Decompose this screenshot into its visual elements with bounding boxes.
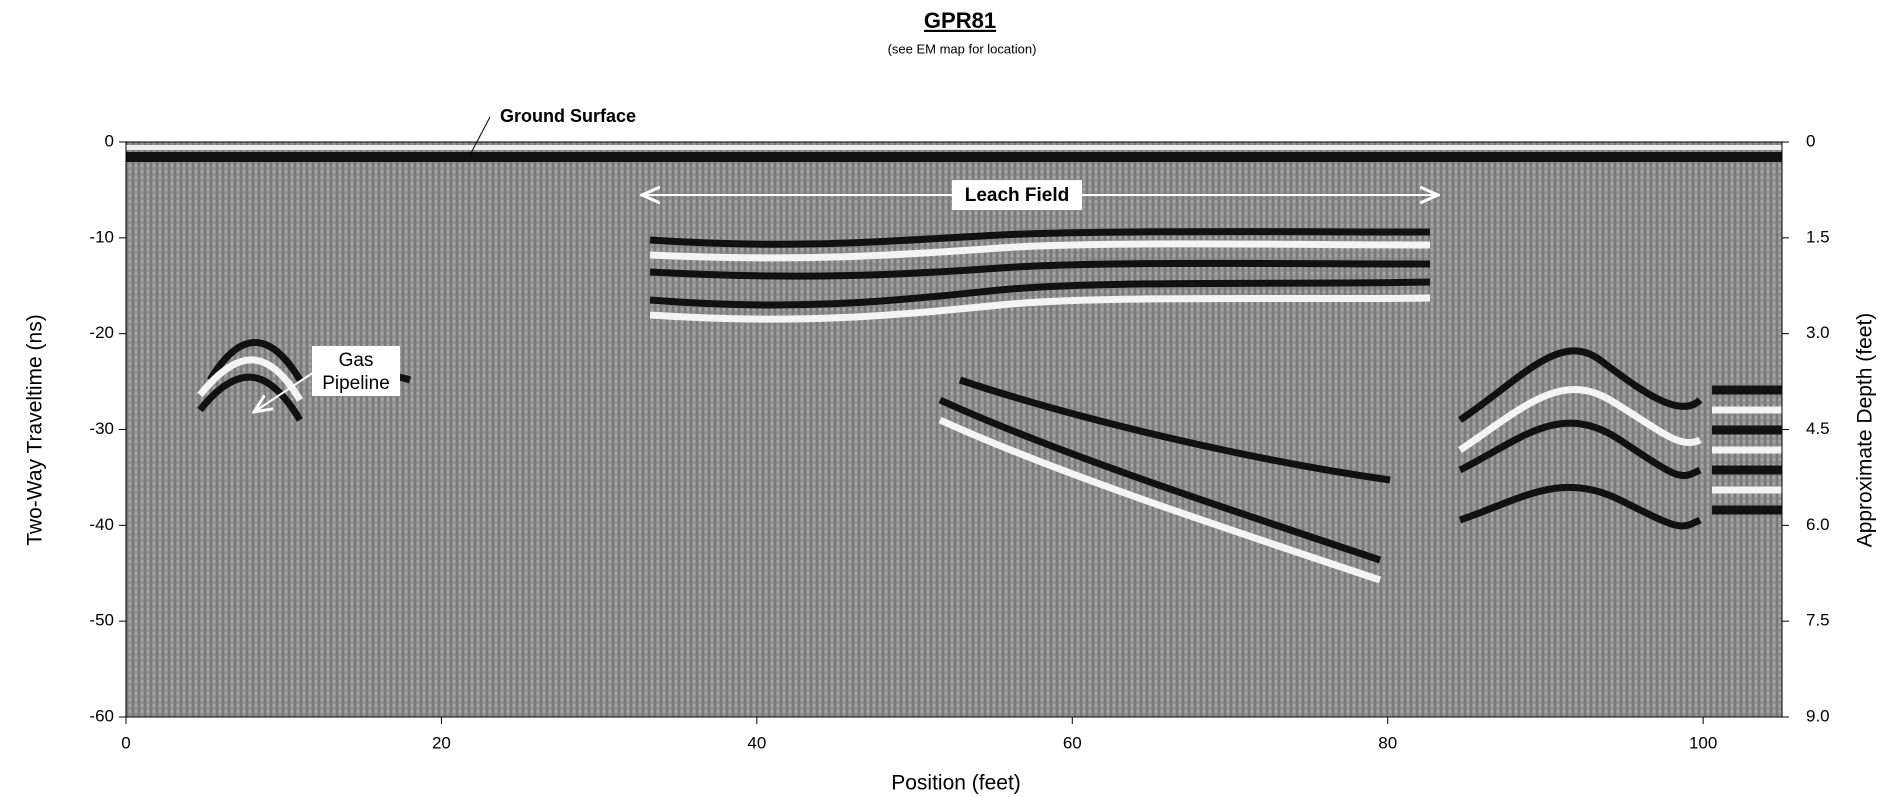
gas-pipeline-label: Gas: [339, 350, 374, 371]
ground-surface-label: Ground Surface: [500, 106, 636, 126]
y-tick-label: -30: [89, 419, 114, 438]
x-tick-label: 60: [1063, 733, 1082, 752]
x-tick-label: 20: [432, 733, 451, 752]
y2-tick-label: 4.5: [1806, 419, 1830, 438]
x-tick-label: 40: [747, 733, 766, 752]
x-tick-label: 80: [1378, 733, 1397, 752]
gas-pipeline-label: Pipeline: [322, 373, 390, 394]
y2-tick-label: 1.5: [1806, 227, 1830, 246]
y2-tick-label: 7.5: [1806, 611, 1830, 630]
y2-tick-label: 0: [1806, 131, 1815, 150]
y2-tick-label: 6.0: [1806, 515, 1830, 534]
leach-field-label: Leach Field: [965, 185, 1070, 206]
x-tick-label: 0: [121, 733, 130, 752]
y-tick-label: -20: [89, 323, 114, 342]
y-tick-label: 0: [105, 131, 114, 150]
chart: GPR81 (see EM map for location) Position…: [0, 0, 1881, 797]
radar-image: [126, 142, 1782, 717]
chart-title: GPR81: [924, 8, 996, 33]
y-tick-label: -10: [89, 227, 114, 246]
y2-axis-label: Approximate Depth (feet): [1854, 313, 1877, 548]
y-tick-label: -60: [89, 706, 114, 725]
chart-subtitle: (see EM map for location): [888, 41, 1037, 56]
y-tick-label: -40: [89, 515, 114, 534]
x-axis-label: Position (feet): [891, 772, 1021, 795]
x-tick-label: 100: [1689, 733, 1717, 752]
y2-tick-label: 9.0: [1806, 706, 1830, 725]
y-axis-label: Two-Way Traveltime (ns): [24, 314, 47, 545]
y2-tick-label: 3.0: [1806, 323, 1830, 342]
page: GPR81 (see EM map for location) Position…: [0, 0, 1881, 797]
y-tick-label: -50: [89, 611, 114, 630]
